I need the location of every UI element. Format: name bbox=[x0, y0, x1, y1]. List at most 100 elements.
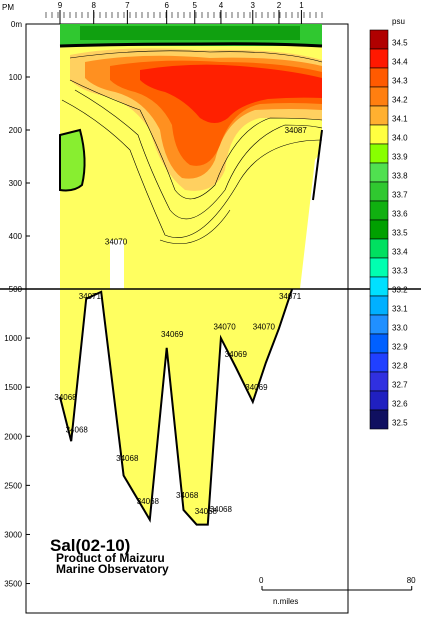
depth-tick-label-6: 1000 bbox=[4, 334, 22, 343]
lower-section bbox=[60, 289, 302, 525]
colorbar-swatch-34.4 bbox=[369, 48, 389, 69]
contour-label-8: 34069 bbox=[245, 383, 268, 392]
upper-section bbox=[59, 24, 323, 289]
contour-label-1: 34070 bbox=[105, 237, 128, 246]
band-34-4 bbox=[140, 64, 322, 123]
colorbar-label-33.2: 33.2 bbox=[392, 286, 408, 295]
colorbar-swatch-34.0 bbox=[369, 124, 389, 145]
contour-label-12: 34068 bbox=[137, 497, 160, 506]
salinity-colorbar: psu 34.5 34.4 34.3 34.2 34.1 34.0 33.9 33.8 33.7 3… bbox=[369, 17, 408, 430]
colorbar-label-32.8: 32.8 bbox=[392, 362, 408, 371]
station-label-2: 2 bbox=[277, 1, 282, 10]
contour-label-15: 34068 bbox=[210, 505, 233, 514]
contour-label-11: 34068 bbox=[116, 454, 139, 463]
colorbar-label-34.1: 34.1 bbox=[392, 115, 408, 124]
seabed-profile-upper bbox=[312, 129, 323, 201]
colorbar-swatch-34.2 bbox=[369, 86, 389, 107]
contour-annotations: 34087 34070 34071 34071 34069 34070 34070 34069… bbox=[54, 126, 307, 516]
depth-tick-label-5: 500 bbox=[9, 285, 23, 294]
colorbar-label-33.4: 33.4 bbox=[392, 248, 408, 257]
colorbar-label-34.5: 34.5 bbox=[392, 39, 408, 48]
contour-label-0: 34087 bbox=[285, 126, 308, 135]
colorbar-label-32.5: 32.5 bbox=[392, 419, 408, 428]
colorbar-swatch-32.5 bbox=[369, 409, 389, 430]
upper-contours bbox=[61, 50, 323, 244]
colorbar-swatch-33.7 bbox=[369, 181, 389, 202]
colorbar-label-33.0: 33.0 bbox=[392, 324, 408, 333]
colorbar-swatch-34.1 bbox=[369, 105, 389, 126]
depth-tick-label-9: 2500 bbox=[4, 481, 22, 490]
scale-start-label: 0 bbox=[259, 576, 264, 585]
depth-axis: 0m 100 200 300 400 500 1000 1500 2000 2500 3000 350… bbox=[4, 20, 30, 589]
station-label-4: 4 bbox=[219, 1, 224, 10]
depth-tick-label-4: 400 bbox=[9, 232, 23, 241]
colorbar-unit: psu bbox=[392, 17, 405, 26]
colorbar-label-33.8: 33.8 bbox=[392, 172, 408, 181]
contour-label-3: 34071 bbox=[279, 292, 302, 301]
station-label-5: 5 bbox=[193, 1, 198, 10]
colorbar-swatch-34.3 bbox=[369, 67, 389, 88]
colorbar-swatch-33.1 bbox=[369, 295, 389, 316]
station-label-6: 6 bbox=[164, 1, 169, 10]
station-label-7: 7 bbox=[125, 1, 130, 10]
depth-tick-label-3: 300 bbox=[9, 179, 23, 188]
station-prefix-label: PM bbox=[2, 3, 14, 12]
colorbar-label-33.7: 33.7 bbox=[392, 191, 408, 200]
colorbar-swatch-33.0 bbox=[369, 314, 389, 335]
seabed-profile-lower bbox=[59, 289, 294, 526]
depth-tick-label-2: 200 bbox=[9, 126, 23, 135]
depth-tick-label-11: 3500 bbox=[4, 580, 22, 589]
depth-tick-label-10: 3000 bbox=[4, 530, 22, 539]
colorbar-swatch-32.9 bbox=[369, 333, 389, 354]
surface-dark-line bbox=[59, 42, 323, 48]
colorbar-swatch-32.7 bbox=[369, 371, 389, 392]
colorbar-swatch-34.5 bbox=[369, 29, 389, 50]
contour-label-14: 34068 bbox=[195, 507, 218, 516]
colorbar-label-33.9: 33.9 bbox=[392, 153, 408, 162]
colorbar-label-34.3: 34.3 bbox=[392, 77, 408, 86]
station-label-8: 8 bbox=[91, 1, 96, 10]
contour-label-2: 34071 bbox=[79, 292, 102, 301]
station-label-3: 3 bbox=[251, 1, 256, 10]
station-label-1: 1 bbox=[299, 1, 304, 10]
colorbar-swatch-33.3 bbox=[369, 257, 389, 278]
contour-label-10: 34068 bbox=[66, 425, 89, 434]
upper-seabed-left bbox=[110, 240, 124, 289]
contour-label-6: 34070 bbox=[253, 322, 276, 331]
surface-fresh-core bbox=[80, 26, 300, 40]
contour-label-5: 34070 bbox=[213, 322, 236, 331]
depth-tick-label-1: 100 bbox=[9, 73, 23, 82]
depth-tick-label-0: 0m bbox=[11, 20, 22, 29]
contour-label-9: 34068 bbox=[54, 393, 77, 402]
colorbar-swatch-33.8 bbox=[369, 162, 389, 183]
contour-label-13: 34068 bbox=[176, 491, 199, 500]
upper-seabed-right bbox=[308, 130, 322, 289]
distance-scale-bar: 0 80 n.miles bbox=[259, 576, 416, 606]
colorbar-label-32.9: 32.9 bbox=[392, 343, 408, 352]
scale-end-label: 80 bbox=[407, 576, 416, 585]
colorbar-swatch-33.6 bbox=[369, 200, 389, 221]
station-axis: PM 9 8 7 6 5 4 3 2 1 bbox=[2, 1, 323, 24]
colorbar-label-32.7: 32.7 bbox=[392, 381, 408, 390]
chart-subtitle-line1: Product of Maizuru bbox=[56, 551, 165, 565]
contour-label-4: 34069 bbox=[161, 330, 184, 339]
lower-water-fill bbox=[60, 289, 302, 525]
chart-subtitle-line2: Marine Observatory bbox=[56, 562, 169, 576]
colorbar-label-34.4: 34.4 bbox=[392, 58, 408, 67]
colorbar-swatch-32.8 bbox=[369, 352, 389, 373]
colorbar-swatch-33.9 bbox=[369, 143, 389, 164]
colorbar-swatch-33.2 bbox=[369, 276, 389, 297]
depth-tick-label-8: 2000 bbox=[4, 432, 22, 441]
colorbar-swatch-32.6 bbox=[369, 390, 389, 411]
colorbar-label-33.5: 33.5 bbox=[392, 229, 408, 238]
station-label-9: 9 bbox=[58, 1, 63, 10]
colorbar-label-33.6: 33.6 bbox=[392, 210, 408, 219]
contour-label-7: 34069 bbox=[225, 350, 248, 359]
scale-unit-label: n.miles bbox=[273, 597, 298, 606]
colorbar-label-33.3: 33.3 bbox=[392, 267, 408, 276]
depth-tick-label-7: 1500 bbox=[4, 383, 22, 392]
colorbar-label-34.0: 34.0 bbox=[392, 134, 408, 143]
colorbar-swatch-33.4 bbox=[369, 238, 389, 259]
colorbar-swatch-33.5 bbox=[369, 219, 389, 240]
